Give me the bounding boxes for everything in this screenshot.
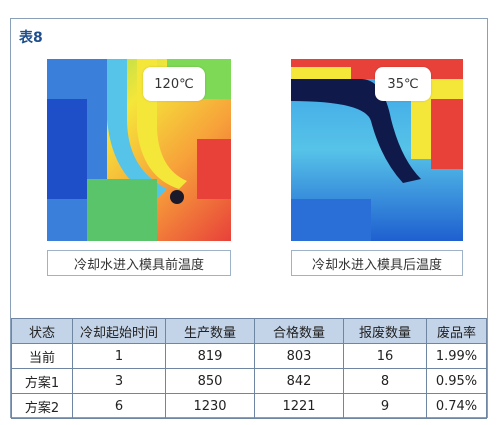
caption-before: 冷却水进入模具前温度: [47, 250, 231, 276]
thermal-image-before: 120℃: [47, 59, 231, 241]
cell-qualified: 803: [254, 343, 344, 369]
cell-production: 850: [165, 368, 255, 394]
data-table: 状态 冷却起始时间 生产数量 合格数量 报废数量 废品率 当前 1 819 80…: [11, 318, 487, 419]
table-row: 方案2 6 1230 1221 9 0.74%: [11, 393, 487, 419]
table-header-row: 状态 冷却起始时间 生产数量 合格数量 报废数量 废品率: [11, 318, 487, 344]
cell-production: 819: [165, 343, 255, 369]
caption-after: 冷却水进入模具后温度: [291, 250, 463, 276]
header-cell: 状态: [11, 318, 73, 344]
cell-scrap-rate: 0.74%: [426, 393, 487, 419]
cell-status: 方案1: [11, 368, 73, 394]
cell-qualified: 842: [254, 368, 344, 394]
table-row: 当前 1 819 803 16 1.99%: [11, 343, 487, 369]
cell-cooling-start: 6: [72, 393, 166, 419]
cell-scrap-rate: 1.99%: [426, 343, 487, 369]
callout-before: 120℃: [143, 67, 205, 101]
cell-scrap-rate: 0.95%: [426, 368, 487, 394]
table-label: 表8: [19, 30, 43, 46]
header-cell: 废品率: [426, 318, 487, 344]
cell-status: 方案2: [11, 393, 73, 419]
cell-scrap: 9: [343, 393, 427, 419]
callout-after: 35℃: [375, 67, 431, 101]
header-cell: 合格数量: [254, 318, 344, 344]
header-cell: 生产数量: [165, 318, 255, 344]
cell-status: 当前: [11, 343, 73, 369]
cell-scrap: 8: [343, 368, 427, 394]
thermal-image-after: 35℃: [291, 59, 463, 241]
cell-production: 1230: [165, 393, 255, 419]
cell-cooling-start: 1: [72, 343, 166, 369]
table-row: 方案1 3 850 842 8 0.95%: [11, 368, 487, 394]
header-cell: 冷却起始时间: [72, 318, 166, 344]
cell-cooling-start: 3: [72, 368, 166, 394]
figure-frame: 表8 120℃ 冷却水进入模具前温度: [10, 18, 488, 419]
cell-qualified: 1221: [254, 393, 344, 419]
cell-scrap: 16: [343, 343, 427, 369]
header-cell: 报废数量: [343, 318, 427, 344]
